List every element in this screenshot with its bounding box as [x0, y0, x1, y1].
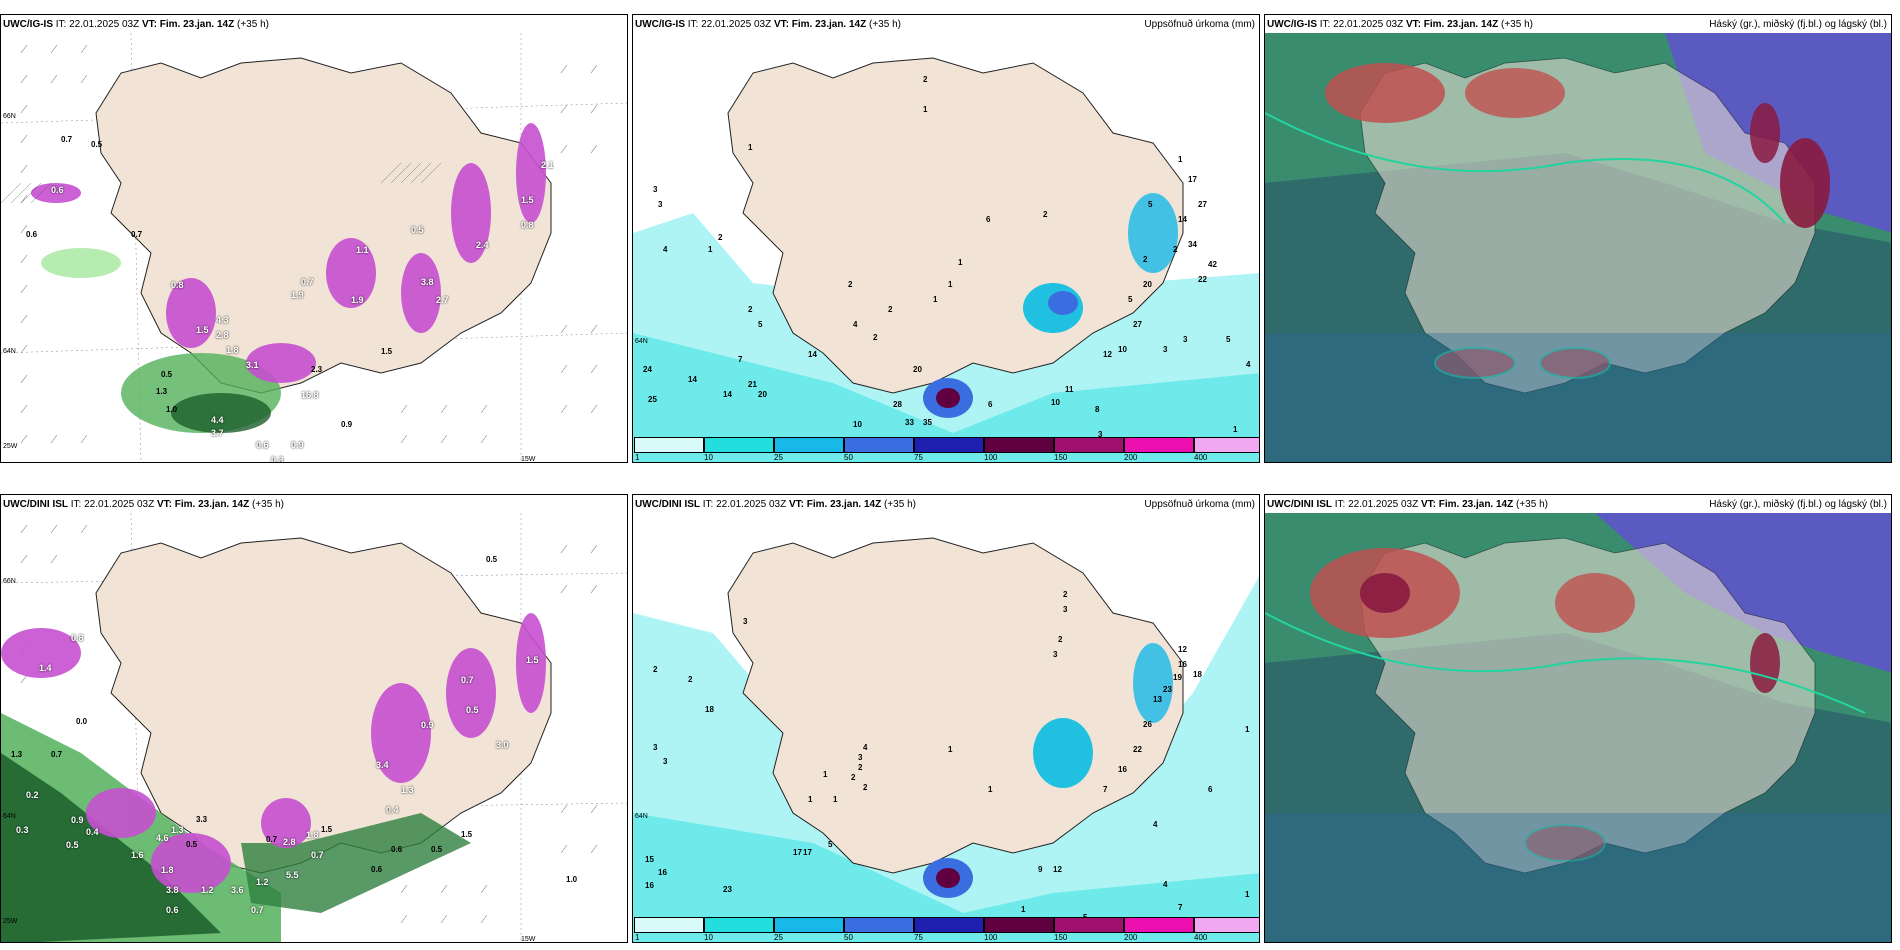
panel-clouds-igis: UWC/IG-IS IT: 22.01.2025 03Z VT: Fim. 23…	[1264, 14, 1892, 463]
panel-header: UWC/DINI ISL IT: 22.01.2025 03Z VT: Fim.…	[635, 499, 916, 510]
svg-text:25W: 25W	[3, 443, 18, 450]
panel-subtitle: Háský (gr.), miðský (fj.bl.) og lágský (…	[1709, 499, 1887, 510]
colorbar-swatch	[844, 917, 914, 933]
svg-text:64N: 64N	[635, 813, 648, 820]
precip-map: 64N	[633, 33, 1259, 462]
colorbar-swatch	[704, 437, 774, 453]
cloud-cover-map	[1265, 33, 1891, 462]
panel-subtitle: Háský (gr.), miðský (fj.bl.) og lágský (…	[1709, 19, 1887, 30]
panel-subtitle: Uppsöfnuð úrkoma (mm)	[1144, 19, 1255, 30]
panel-wind-dini: UWC/DINI ISL IT: 22.01.2025 03Z VT: Fim.…	[0, 494, 628, 943]
colorbar-swatch	[1194, 437, 1259, 453]
panel-header: UWC/IG-IS IT: 22.01.2025 03Z VT: Fim. 23…	[635, 19, 901, 30]
colorbar-swatch	[984, 917, 1054, 933]
colorbar-swatch	[1054, 917, 1124, 933]
svg-text:64N: 64N	[3, 348, 16, 355]
colorbar-swatch	[1124, 437, 1194, 453]
wind-vorticity-map: 66N 64N 25W 15W	[1, 513, 627, 943]
colorbar-swatch	[1054, 437, 1124, 453]
colorbar-swatch	[704, 917, 774, 933]
panel-precip-dini: UWC/DINI ISL IT: 22.01.2025 03Z VT: Fim.…	[632, 494, 1260, 943]
colorbar-swatch	[634, 437, 704, 453]
colorbar-swatch	[914, 917, 984, 933]
cloud-cover-map	[1265, 513, 1891, 942]
colorbar-swatch	[1124, 917, 1194, 933]
precip-map: 64N	[633, 513, 1259, 942]
svg-text:25W: 25W	[3, 918, 18, 925]
colorbar-swatch	[984, 437, 1054, 453]
panel-header: UWC/DINI ISL IT: 22.01.2025 03Z VT: Fim.…	[1267, 499, 1548, 510]
panel-clouds-dini: UWC/DINI ISL IT: 22.01.2025 03Z VT: Fim.…	[1264, 494, 1892, 943]
colorbar-swatch	[844, 437, 914, 453]
wind-vorticity-map: 66N 64N 25W 15W	[1, 33, 627, 463]
panel-precip-igis: UWC/IG-IS IT: 22.01.2025 03Z VT: Fim. 23…	[632, 14, 1260, 463]
precip-colorbar: 1 10 25 50 75 100 150 200 400	[634, 917, 1259, 942]
panel-header: UWC/DINI ISL IT: 22.01.2025 03Z VT: Fim.…	[3, 499, 284, 510]
colorbar-swatch	[774, 917, 844, 933]
precip-colorbar: 1 10 25 50 75 100 150 200 400	[634, 437, 1259, 462]
svg-text:66N: 66N	[3, 113, 16, 120]
svg-text:66N: 66N	[3, 578, 16, 585]
panel-header: UWC/IG-IS IT: 22.01.2025 03Z VT: Fim. 23…	[3, 19, 269, 30]
svg-text:15W: 15W	[521, 936, 536, 943]
svg-text:15W: 15W	[521, 456, 536, 463]
svg-text:64N: 64N	[635, 338, 648, 345]
colorbar-swatch	[774, 437, 844, 453]
panel-header: UWC/IG-IS IT: 22.01.2025 03Z VT: Fim. 23…	[1267, 19, 1533, 30]
svg-text:64N: 64N	[3, 813, 16, 820]
colorbar-swatch	[634, 917, 704, 933]
panel-subtitle: Uppsöfnuð úrkoma (mm)	[1144, 499, 1255, 510]
colorbar-swatch	[1194, 917, 1259, 933]
colorbar-swatch	[914, 437, 984, 453]
panel-wind-igis: UWC/IG-IS IT: 22.01.2025 03Z VT: Fim. 23…	[0, 14, 628, 463]
